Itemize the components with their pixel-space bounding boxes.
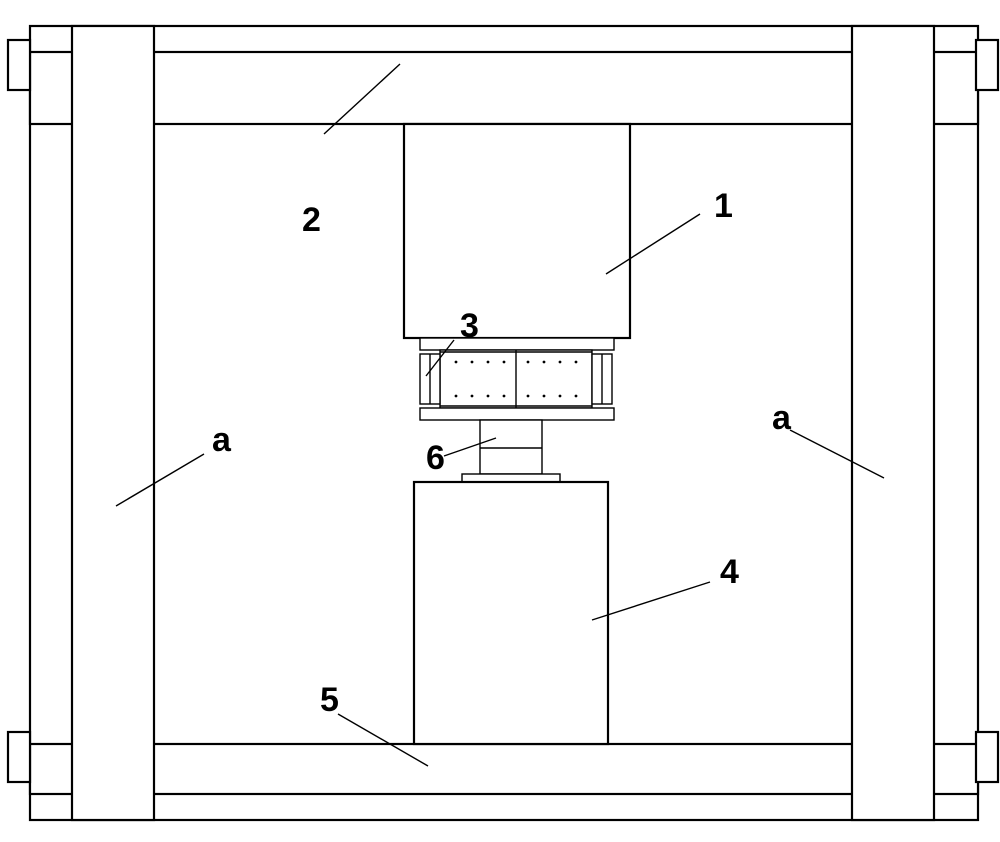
clamp-bolt-dot bbox=[487, 361, 490, 364]
frame-bracket-1 bbox=[976, 40, 998, 90]
clamp-bolt-dot bbox=[543, 361, 546, 364]
clamp-bolt-dot bbox=[575, 361, 578, 364]
stem-baseplate bbox=[462, 474, 560, 482]
label-lbl_4: 4 bbox=[720, 553, 739, 591]
frame-right-column bbox=[852, 26, 934, 820]
clamp-bolt-dot bbox=[487, 395, 490, 398]
frame-bracket-3 bbox=[976, 732, 998, 782]
lower-block bbox=[414, 482, 608, 744]
frame-bracket-0 bbox=[8, 40, 30, 90]
clamp-bolt-dot bbox=[471, 395, 474, 398]
clamp-bolt-dot bbox=[455, 395, 458, 398]
label-lbl_6: 6 bbox=[426, 439, 445, 477]
clamp-bolt-dot bbox=[503, 395, 506, 398]
frame-bottom-beam bbox=[30, 744, 978, 794]
clamp-bolt-dot bbox=[503, 361, 506, 364]
label-lbl_aR: a bbox=[772, 399, 792, 437]
clamp-bolt-dot bbox=[527, 361, 530, 364]
clamp-bolt-dot bbox=[471, 361, 474, 364]
frame-left-column bbox=[72, 26, 154, 820]
clamp-bolt-dot bbox=[455, 361, 458, 364]
label-lbl_2: 2 bbox=[302, 201, 321, 239]
label-lbl_5: 5 bbox=[320, 681, 339, 719]
diagram-root: 2 1 3 a a 6 4 5 bbox=[0, 0, 1000, 842]
clamp-bolt-dot bbox=[527, 395, 530, 398]
label-lbl_aL: a bbox=[212, 421, 232, 459]
clamp-bolt-dot bbox=[559, 395, 562, 398]
clamp-bolt-dot bbox=[559, 361, 562, 364]
clamp-bolt-dot bbox=[575, 395, 578, 398]
clamp-bolt-dot bbox=[543, 395, 546, 398]
diagram-svg: 2 1 3 a a 6 4 5 bbox=[0, 0, 1000, 842]
stem-shaft bbox=[480, 420, 542, 474]
clamp-cap-lower bbox=[420, 408, 614, 420]
upper-block bbox=[404, 124, 630, 338]
frame-bracket-2 bbox=[8, 732, 30, 782]
clamp-cap-upper bbox=[420, 338, 614, 350]
frame-top-beam bbox=[30, 52, 978, 124]
label-lbl_1: 1 bbox=[714, 187, 733, 225]
label-lbl_3: 3 bbox=[460, 307, 479, 345]
